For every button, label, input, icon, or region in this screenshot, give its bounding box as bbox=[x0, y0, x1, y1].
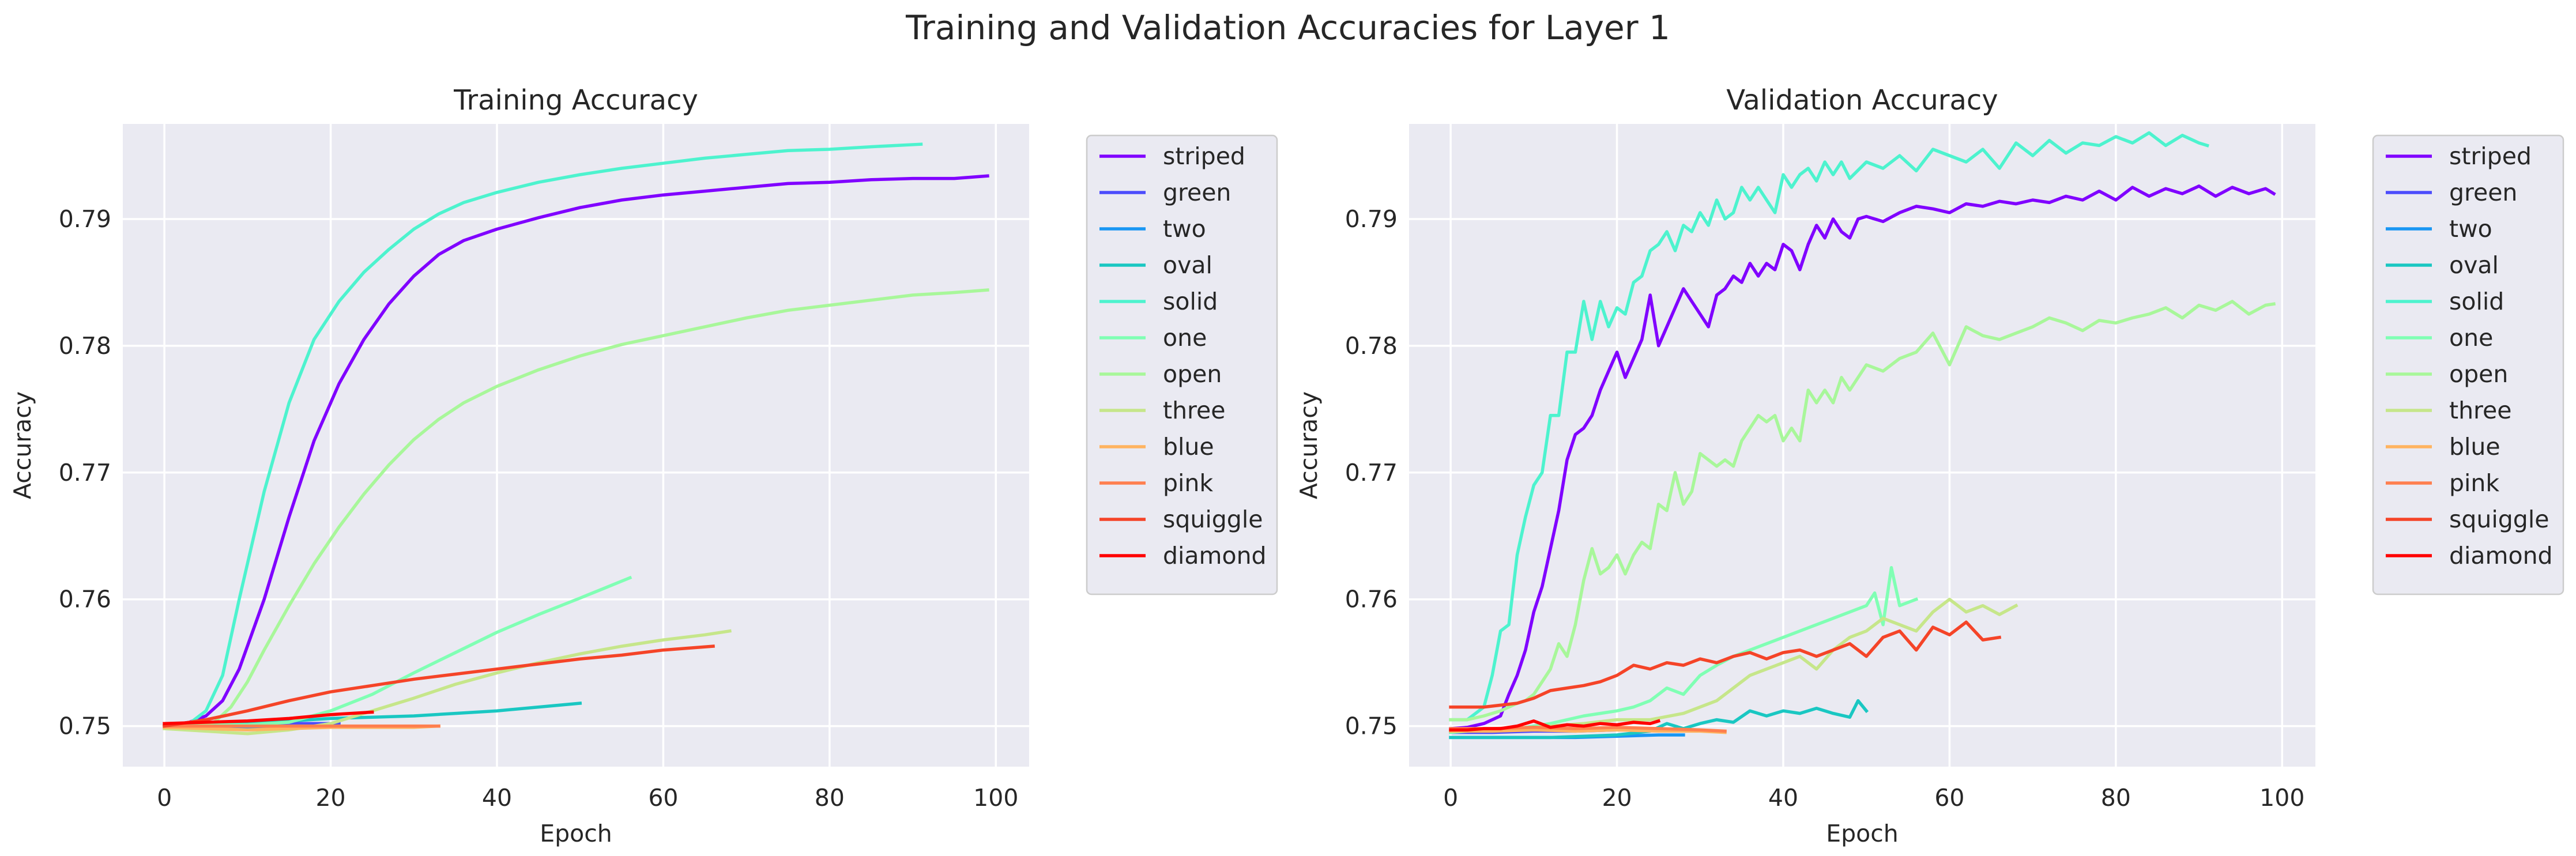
train-x-axis-label: Epoch bbox=[540, 820, 612, 847]
val-legend-label-pink: pink bbox=[2449, 469, 2499, 497]
val-y-tick-label: 0.76 bbox=[1345, 586, 1398, 613]
val-legend-label-blue: blue bbox=[2449, 433, 2500, 461]
val-x-axis-label: Epoch bbox=[1826, 820, 1899, 847]
val-legend-label-diamond: diamond bbox=[2449, 542, 2553, 570]
val-x-tick-label: 0 bbox=[1443, 784, 1458, 812]
train-series-line-three bbox=[163, 629, 732, 736]
training-accuracy-panel: 0 20 40 60 80 100 0.75 0.76 0.77 0.78 0.79 Training… bbox=[9, 84, 1278, 847]
val-series-line-oval bbox=[1449, 699, 1869, 740]
train-y-tick-label: 0.77 bbox=[59, 459, 111, 487]
train-legend-label-diamond: diamond bbox=[1163, 542, 1267, 570]
val-x-tick-label: 20 bbox=[1602, 784, 1632, 812]
val-series-line-squiggle bbox=[1449, 620, 2002, 709]
train-legend bbox=[1086, 134, 1278, 595]
train-legend-label-blue: blue bbox=[1163, 433, 1214, 461]
train-y-tick-label: 0.75 bbox=[59, 712, 111, 740]
train-y-tick-label: 0.79 bbox=[59, 205, 111, 233]
train-legend-label-solid: solid bbox=[1163, 288, 1218, 315]
val-series-line-open bbox=[1449, 300, 2276, 722]
train-series-line-solid bbox=[163, 142, 923, 728]
val-legend-label-squiggle: squiggle bbox=[2449, 506, 2549, 533]
val-legend-label-oval: oval bbox=[2449, 251, 2499, 279]
val-legend-label-two: two bbox=[2449, 215, 2492, 243]
val-legend bbox=[2372, 134, 2564, 595]
val-legend-label-solid: solid bbox=[2449, 288, 2504, 315]
train-y-tick-label: 0.76 bbox=[59, 586, 111, 613]
train-x-tick-label: 60 bbox=[648, 784, 678, 812]
train-y-tick-label: 0.78 bbox=[59, 332, 111, 360]
val-y-axis-label: Accuracy bbox=[1295, 391, 1323, 499]
val-legend-label-three: three bbox=[2449, 397, 2511, 424]
val-x-tick-label: 60 bbox=[1934, 784, 1964, 812]
val-y-tick-label: 0.77 bbox=[1345, 459, 1398, 487]
train-series-line-striped bbox=[162, 174, 989, 728]
train-x-tick-label: 20 bbox=[315, 784, 345, 812]
val-legend-label-green: green bbox=[2449, 179, 2517, 206]
train-legend-label-open: open bbox=[1163, 360, 1222, 388]
train-x-tick-label: 40 bbox=[482, 784, 512, 812]
val-x-tick-label: 80 bbox=[2101, 784, 2131, 812]
validation-accuracy-panel: 0 20 40 60 80 100 0.75 0.76 0.77 0.78 0.79 Validati… bbox=[1295, 84, 2564, 847]
train-legend-label-striped: striped bbox=[1163, 142, 1245, 170]
train-legend-label-one: one bbox=[1163, 324, 1207, 352]
val-y-tick-label: 0.75 bbox=[1345, 712, 1398, 740]
train-x-tick-label: 0 bbox=[157, 784, 172, 812]
val-series-line-diamond bbox=[1449, 719, 1661, 731]
train-legend-label-green: green bbox=[1163, 179, 1231, 206]
val-y-tick-label: 0.78 bbox=[1345, 332, 1398, 360]
train-legend-label-pink: pink bbox=[1163, 469, 1213, 497]
figure-title: Training and Validation Accuracies for L… bbox=[905, 8, 1670, 47]
train-legend-label-three: three bbox=[1163, 397, 1225, 424]
val-plot-area bbox=[1409, 124, 2315, 767]
train-x-tick-label: 80 bbox=[815, 784, 845, 812]
val-series-line-three bbox=[1449, 597, 2018, 733]
train-plot-area bbox=[123, 124, 1029, 767]
train-series-line-squiggle bbox=[162, 644, 715, 728]
val-x-tick-label: 100 bbox=[2259, 784, 2304, 812]
train-series-line-open bbox=[163, 288, 989, 728]
val-x-tick-label: 40 bbox=[1768, 784, 1798, 812]
train-legend-label-two: two bbox=[1163, 215, 1206, 243]
val-chart-title: Validation Accuracy bbox=[1726, 84, 1998, 116]
val-legend-label-one: one bbox=[2449, 324, 2493, 352]
val-legend-label-striped: striped bbox=[2449, 142, 2532, 170]
val-series-line-striped bbox=[1449, 184, 2276, 730]
train-legend-label-squiggle: squiggle bbox=[1163, 506, 1263, 533]
val-series-line-solid bbox=[1449, 131, 2209, 722]
train-y-axis-label: Accuracy bbox=[9, 391, 36, 499]
train-x-tick-label: 100 bbox=[973, 784, 1018, 812]
val-y-tick-label: 0.79 bbox=[1345, 205, 1398, 233]
val-legend-label-open: open bbox=[2449, 360, 2508, 388]
train-legend-label-oval: oval bbox=[1163, 251, 1212, 279]
train-chart-title: Training Accuracy bbox=[453, 84, 698, 116]
train-series-line-diamond bbox=[163, 710, 374, 726]
